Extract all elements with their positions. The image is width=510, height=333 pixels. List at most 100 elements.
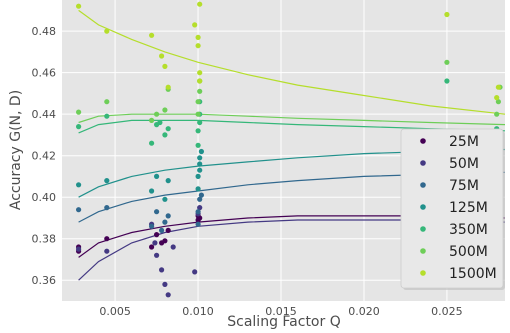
- legend: 25M 50M 75M 125M 350M 500M 1500M: [401, 129, 505, 290]
- legend-marker: [420, 248, 426, 254]
- y-tick-labels: 0.36 0.38 0.40 0.42 0.44 0.46 0.48: [32, 25, 57, 287]
- legend-label: 75M: [449, 178, 479, 194]
- data-point-1500M: [149, 33, 154, 38]
- data-point-350M: [157, 120, 162, 125]
- data-point-350M: [162, 132, 167, 137]
- legend-marker: [420, 226, 426, 232]
- data-point-350M: [166, 126, 171, 131]
- data-point-50M: [192, 269, 197, 274]
- y-tick-label: 0.38: [32, 233, 57, 246]
- y-tick-label: 0.46: [32, 67, 57, 80]
- data-point-500M: [196, 99, 201, 104]
- data-point-125M: [197, 155, 202, 160]
- data-point-500M: [104, 99, 109, 104]
- y-tick-label: 0.48: [32, 25, 57, 38]
- data-point-75M: [196, 222, 201, 227]
- data-point-350M: [196, 143, 201, 148]
- data-point-125M: [149, 188, 154, 193]
- legend-marker: [420, 270, 426, 276]
- data-point-1500M: [196, 43, 201, 48]
- y-tick-label: 0.40: [32, 191, 57, 204]
- data-point-350M: [104, 114, 109, 119]
- data-point-25M: [149, 244, 154, 249]
- data-point-125M: [154, 174, 159, 179]
- data-point-75M: [162, 220, 167, 225]
- data-point-1500M: [496, 85, 501, 90]
- legend-label: 1500M: [449, 266, 497, 282]
- data-point-25M: [166, 228, 171, 233]
- legend-marker: [420, 160, 426, 166]
- data-point-1500M: [192, 22, 197, 27]
- y-tick-label: 0.44: [32, 108, 57, 121]
- data-point-75M: [166, 213, 171, 218]
- data-point-50M: [152, 240, 157, 245]
- data-point-50M: [76, 247, 81, 252]
- data-point-50M: [159, 267, 164, 272]
- data-point-350M: [149, 141, 154, 146]
- x-tick-label: 0.020: [348, 305, 380, 318]
- data-point-500M: [197, 89, 202, 94]
- data-point-75M: [149, 224, 154, 229]
- data-point-500M: [196, 112, 201, 117]
- legend-label: 25M: [449, 134, 479, 150]
- data-point-50M: [104, 249, 109, 254]
- data-point-1500M: [76, 4, 81, 9]
- legend-marker: [420, 138, 426, 144]
- data-point-500M: [76, 110, 81, 115]
- data-point-350M: [444, 78, 449, 83]
- data-point-1500M: [444, 12, 449, 17]
- data-point-350M: [76, 124, 81, 129]
- legend-marker: [420, 182, 426, 188]
- data-point-75M: [196, 209, 201, 214]
- data-point-125M: [104, 178, 109, 183]
- y-tick-label: 0.42: [32, 150, 57, 163]
- data-point-1500M: [196, 35, 201, 40]
- data-point-1500M: [494, 95, 499, 100]
- data-point-125M: [162, 197, 167, 202]
- legend-label: 350M: [449, 222, 488, 238]
- y-axis-label: Accuracy G(N, D): [8, 90, 24, 210]
- x-tick-label: 0.010: [182, 305, 214, 318]
- data-point-125M: [196, 186, 201, 191]
- legend-label: 125M: [449, 200, 488, 216]
- data-point-75M: [199, 193, 204, 198]
- data-point-500M: [162, 107, 167, 112]
- data-point-500M: [154, 112, 159, 117]
- data-point-75M: [159, 228, 164, 233]
- data-point-75M: [76, 207, 81, 212]
- data-point-125M: [76, 182, 81, 187]
- data-point-500M: [444, 60, 449, 65]
- data-point-75M: [154, 209, 159, 214]
- x-tick-label: 0.025: [431, 305, 463, 318]
- data-point-500M: [494, 112, 499, 117]
- data-point-125M: [196, 174, 201, 179]
- data-point-50M: [171, 244, 176, 249]
- data-point-25M: [162, 238, 167, 243]
- legend-label: 500M: [449, 244, 488, 260]
- data-point-1500M: [162, 64, 167, 69]
- data-point-50M: [162, 282, 167, 287]
- data-point-1500M: [159, 53, 164, 58]
- x-tick-label: 0.005: [99, 305, 131, 318]
- data-point-1500M: [104, 29, 109, 34]
- data-point-25M: [154, 232, 159, 237]
- legend-marker: [420, 204, 426, 210]
- data-point-125M: [166, 178, 171, 183]
- data-point-350M: [197, 120, 202, 125]
- data-point-50M: [154, 253, 159, 258]
- data-point-50M: [166, 292, 171, 297]
- data-point-125M: [197, 161, 202, 166]
- data-point-1500M: [197, 2, 202, 7]
- data-point-500M: [149, 118, 154, 123]
- data-point-75M: [104, 205, 109, 210]
- legend-label: 50M: [449, 156, 479, 172]
- data-point-1500M: [197, 78, 202, 83]
- data-point-125M: [199, 149, 204, 154]
- data-point-125M: [197, 168, 202, 173]
- y-tick-label: 0.36: [32, 274, 57, 287]
- x-axis-label: Scaling Factor Q: [227, 314, 340, 330]
- data-point-1500M: [197, 70, 202, 75]
- data-point-350M: [196, 128, 201, 133]
- data-point-1500M: [166, 85, 171, 90]
